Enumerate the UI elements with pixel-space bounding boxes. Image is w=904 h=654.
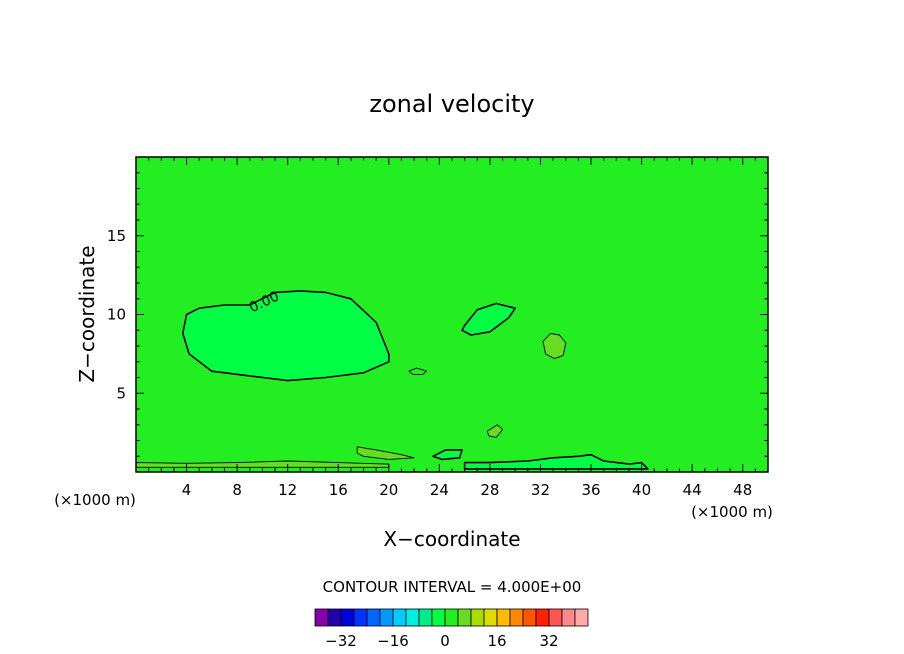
x-tick-label: 20 [379,481,398,499]
colorbar-cell [483,608,498,627]
x-tick-label: 32 [531,481,550,499]
colorbar-cell [327,608,342,627]
colorbar-cell [561,608,576,627]
x-tick-label: 40 [632,481,651,499]
colorbar-cell [392,608,407,627]
colorbar-label: 0 [440,632,450,650]
y-axis-label: Z−coordinate [75,245,99,382]
contour-interval-text: CONTOUR INTERVAL = 4.000E+00 [323,578,582,596]
x-tick-label: 24 [430,481,449,499]
x-tick-label: 16 [329,481,348,499]
colorbar-cell [405,608,420,627]
colorbar-cell [574,608,589,627]
negative-region-left [182,290,390,382]
small-blob-28 [486,424,504,438]
x-tick-label: 48 [733,481,752,499]
colorbar-cell [353,608,368,627]
y-tick-label: 10 [107,306,126,324]
x-tick-label: 8 [232,481,242,499]
surface-strip-left [135,460,390,468]
x-tick-label: 28 [480,481,499,499]
colorbar: −32 −16 0 16 32 [314,608,589,650]
colorbar-cell [314,608,329,627]
x-unit-right: (×1000 m) [691,503,773,521]
x-unit-left: (×1000 m) [54,491,136,509]
colorbar-cell [444,608,459,627]
colorbar-cell [431,608,446,627]
positive-blob-32 [542,332,567,360]
y-tick-label: 5 [116,384,126,402]
y-tick-label: 15 [107,227,126,245]
colorbar-label: −32 [325,632,357,650]
colorbar-cell [366,608,381,627]
surface-loop-24 [432,449,463,461]
x-tick-label: 12 [278,481,297,499]
surface-strip-19 [356,446,415,460]
x-tick-label: 4 [182,481,192,499]
colorbar-cell [496,608,511,627]
x-tick-label: 44 [683,481,702,499]
colorbar-label: 16 [487,632,506,650]
contour-regions [135,290,649,470]
colorbar-cell [535,608,550,627]
negative-region-mid [461,302,517,336]
colorbar-cell [522,608,537,627]
x-axis-label: X−coordinate [383,527,520,551]
colorbar-cell [340,608,355,627]
surface-strip-right [463,453,649,470]
colorbar-cell [548,608,563,627]
colorbar-cell [470,608,485,627]
colorbar-cell [379,608,394,627]
small-loop-22 [408,367,428,375]
colorbar-label: 32 [539,632,558,650]
chart-title: zonal velocity [369,90,534,118]
colorbar-cell [457,608,472,627]
colorbar-cell [509,608,524,627]
colorbar-label: −16 [377,632,409,650]
colorbar-cell [418,608,433,627]
x-tick-label: 36 [581,481,600,499]
